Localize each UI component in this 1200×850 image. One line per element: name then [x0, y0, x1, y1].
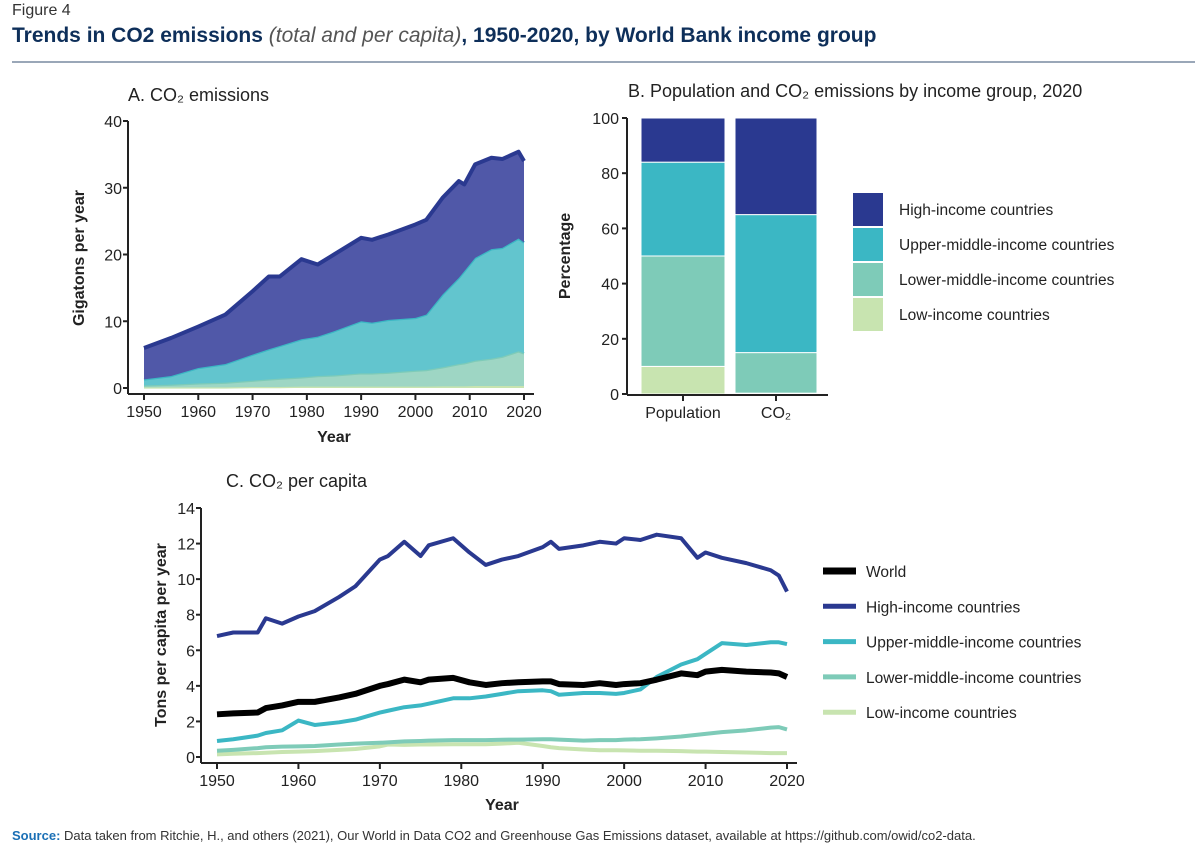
panel-b-y-tick-label: 100: [592, 111, 619, 128]
panel-a-x-tick-label: 1970: [235, 404, 271, 421]
panel-a-xlabel: Year: [317, 429, 351, 446]
panel-c-x-tick-label: 1950: [199, 773, 235, 790]
source-label: Source:: [12, 828, 61, 843]
legend-label-high: High-income countries: [866, 599, 1020, 616]
panel-b-category-label: CO₂: [761, 405, 791, 422]
area-upper-middle: [144, 238, 524, 386]
figure-title: Trends in CO2 emissions (total and per c…: [12, 24, 876, 48]
line-lower-middle: [216, 725, 788, 753]
panel-b-y-tick-label: 80: [601, 166, 619, 183]
header-rule: [12, 61, 1195, 63]
panel-a-emissions: A. CO₂ emissions Gigatons per year Year …: [71, 85, 542, 446]
panel-c-y-tick-label: 0: [186, 750, 195, 767]
legend-label-upper-middle: Upper-middle-income countries: [866, 635, 1082, 652]
panel-c-y-tick-label: 8: [186, 608, 195, 625]
panel-c-y-tick-label: 10: [177, 572, 195, 589]
panel-a-x-tick-label: 2010: [452, 404, 488, 421]
panel-a-x-tick-label: 1980: [289, 404, 325, 421]
panel-a-title: A. CO₂ emissions: [128, 85, 269, 105]
figure-label: Figure 4: [12, 2, 71, 19]
bar-1-upper-middle: [734, 214, 818, 354]
panel-c-per-capita: C. CO₂ per capita Tons per capita per ye…: [153, 471, 1082, 814]
title-part-1: Trends in CO2 emissions: [12, 24, 269, 47]
line-high: [216, 532, 789, 639]
bar-0-upper-middle: [640, 161, 726, 257]
panel-a-x-tick-label: 1990: [343, 404, 379, 421]
panel-b-title: B. Population and CO₂ emissions by incom…: [628, 81, 1082, 101]
line-upper-middle: [216, 640, 788, 743]
bar-0-low: [640, 365, 726, 395]
panel-c-x-tick-label: 2000: [606, 773, 642, 790]
panel-a-x-tick-label: 1950: [126, 404, 162, 421]
legend-swatch-lower-middle: [853, 263, 883, 296]
panel-a-ylabel: Gigatons per year: [71, 190, 88, 326]
legend-label-world: World: [866, 564, 906, 581]
panel-c-x-tick-label: 2010: [688, 773, 724, 790]
panel-b-ylabel: Percentage: [557, 213, 574, 299]
bar-0-high: [640, 117, 726, 163]
legend-swatch-high: [853, 193, 883, 226]
panel-a-x-tick-label: 1960: [180, 404, 216, 421]
source-note: Source: Data taken from Ritchie, H., and…: [12, 828, 976, 843]
legend-label-low: Low-income countries: [899, 307, 1050, 324]
panel-c-y-tick-label: 12: [177, 537, 195, 554]
panel-a-y-tick-label: 20: [104, 248, 122, 265]
legend-label-lower-middle: Lower-middle-income countries: [866, 670, 1082, 687]
legend-label-low: Low-income countries: [866, 705, 1017, 722]
bar-0-lower-middle: [640, 255, 726, 367]
panel-c-xlabel: Year: [485, 797, 519, 814]
title-part-2: , 1950-2020, by World Bank income group: [461, 24, 877, 47]
panel-b-category-label: Population: [645, 405, 721, 422]
bar-1-lower-middle: [734, 352, 818, 394]
area-lower-middle: [144, 351, 524, 388]
title-italic: (total and per capita): [268, 24, 462, 47]
panel-c-x-tick-label: 1990: [525, 773, 561, 790]
panel-c-x-tick-label: 1980: [443, 773, 479, 790]
panel-b-y-tick-label: 0: [610, 387, 619, 404]
panel-c-title: C. CO₂ per capita: [226, 471, 368, 491]
bar-1-high: [734, 117, 818, 216]
panel-b-y-tick-label: 60: [601, 221, 619, 238]
panel-a-x-tick-label: 2020: [506, 404, 542, 421]
panel-a-y-tick-label: 0: [113, 381, 122, 398]
panel-a-y-tick-label: 40: [104, 114, 122, 131]
panel-a-y-tick-label: 30: [104, 181, 122, 198]
panel-b-shares: B. Population and CO₂ emissions by incom…: [557, 81, 1115, 422]
area-edge-high: [143, 149, 526, 350]
panel-b-y-tick-label: 20: [601, 332, 619, 349]
panel-c-x-tick-label: 1960: [281, 773, 317, 790]
panel-b-y-tick-label: 40: [601, 277, 619, 294]
legend-label-high: High-income countries: [899, 202, 1053, 219]
panel-a-y-tick-label: 10: [104, 314, 122, 331]
panel-c-ylabel: Tons per capita per year: [153, 543, 170, 727]
legend-swatch-upper-middle: [853, 228, 883, 261]
panel-c-x-tick-label: 1970: [362, 773, 398, 790]
legend-label-lower-middle: Lower-middle-income countries: [899, 272, 1115, 289]
panel-c-y-tick-label: 2: [186, 714, 195, 731]
line-world: [216, 666, 789, 718]
panel-c-y-tick-label: 6: [186, 643, 195, 660]
panel-c-y-tick-label: 14: [177, 501, 195, 518]
panel-c-x-tick-label: 2020: [769, 773, 805, 790]
area-high: [144, 151, 524, 380]
panel-a-x-tick-label: 2000: [398, 404, 434, 421]
panel-c-y-tick-label: 4: [186, 679, 195, 696]
line-low: [216, 740, 787, 757]
legend-swatch-low: [853, 298, 883, 331]
source-text: Data taken from Ritchie, H., and others …: [60, 828, 976, 843]
legend-label-upper-middle: Upper-middle-income countries: [899, 237, 1115, 254]
